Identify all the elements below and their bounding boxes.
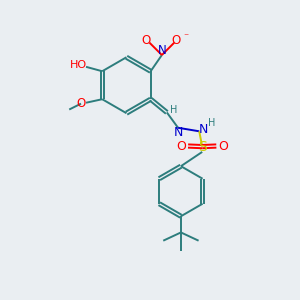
Text: H: H bbox=[208, 118, 215, 128]
Text: O: O bbox=[176, 140, 186, 152]
Text: N: N bbox=[158, 44, 167, 56]
Text: H: H bbox=[170, 104, 177, 115]
Text: S: S bbox=[198, 140, 207, 154]
Text: N: N bbox=[199, 123, 208, 136]
Text: O: O bbox=[141, 34, 151, 47]
Text: N: N bbox=[174, 126, 183, 139]
Text: O: O bbox=[171, 34, 180, 47]
Text: HO: HO bbox=[70, 60, 87, 70]
Text: O: O bbox=[218, 140, 228, 152]
Text: ⁻: ⁻ bbox=[183, 32, 188, 42]
Text: O: O bbox=[76, 97, 85, 110]
